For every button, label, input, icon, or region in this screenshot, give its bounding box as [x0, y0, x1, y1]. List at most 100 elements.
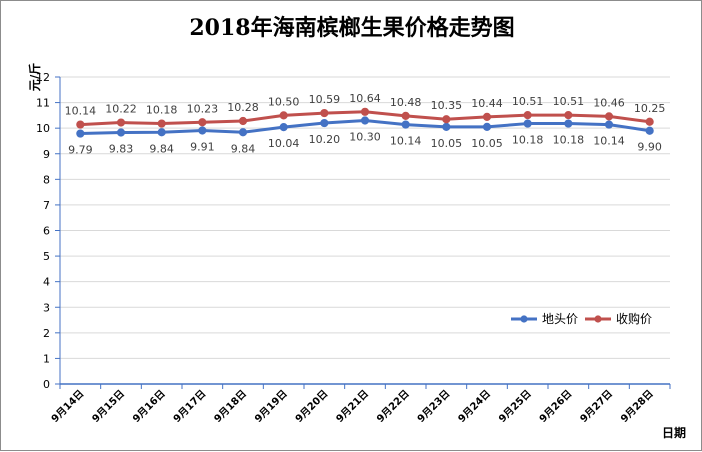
data-point	[482, 112, 492, 122]
data-point	[157, 119, 166, 128]
data-point	[320, 108, 329, 118]
data-point	[238, 116, 248, 126]
x-tick-label: 9月18日	[212, 388, 249, 425]
legend-marker-1	[594, 315, 602, 323]
data-point	[645, 126, 654, 135]
data-label: 10.18	[512, 134, 544, 147]
data-labels: 9.79 9.83 9.84 9.91 9.84 10.04 10.20 10.30 10.14…	[65, 92, 666, 157]
axes	[55, 76, 671, 389]
data-point	[360, 107, 370, 116]
data-point	[198, 126, 207, 135]
data-label: 10.14	[593, 135, 625, 148]
data-point	[401, 111, 410, 120]
data-point	[360, 116, 370, 125]
gridlines	[60, 76, 670, 359]
data-label: 10.25	[634, 102, 666, 115]
x-tick-label: 9月14日	[49, 388, 86, 425]
data-label: 10.22	[105, 103, 137, 116]
series-lines	[76, 107, 654, 138]
data-point	[401, 120, 410, 129]
data-point	[116, 118, 126, 127]
data-label: 10.64	[349, 92, 381, 105]
data-label: 10.59	[309, 93, 341, 106]
y-tick-label: 10	[36, 122, 50, 135]
data-label: 10.18	[146, 104, 178, 117]
data-label: 9.90	[637, 141, 662, 154]
data-point	[564, 111, 573, 120]
data-point	[198, 118, 207, 127]
data-point	[604, 120, 614, 129]
data-point	[76, 129, 85, 138]
y-tick-label: 6	[43, 225, 50, 238]
y-tick-label: 12	[36, 71, 50, 84]
y-tick-label: 11	[36, 97, 50, 110]
x-tick-label: 9月15日	[90, 388, 127, 425]
x-tick-label: 9月16日	[130, 388, 167, 425]
data-point	[645, 117, 654, 126]
data-point	[157, 128, 166, 137]
data-label: 10.18	[553, 134, 585, 147]
data-label: 10.04	[268, 137, 300, 150]
data-label: 10.14	[65, 105, 97, 118]
x-tick-labels: 9月14日 9月15日 9月16日 9月17日 9月18日 9月19日 9月20日 9月21日…	[49, 388, 656, 425]
data-label: 10.46	[593, 96, 625, 109]
data-point	[442, 122, 451, 131]
legend-label-1: 收购价	[616, 311, 652, 326]
data-point	[279, 111, 288, 120]
x-tick-label: 9月26日	[537, 388, 574, 425]
x-tick-label: 9月27日	[578, 388, 615, 425]
legend-marker-0	[520, 315, 528, 323]
x-tick-label: 9月17日	[171, 388, 208, 425]
data-label: 10.50	[268, 95, 300, 108]
data-label: 10.30	[349, 130, 381, 143]
x-tick-label: 9月23日	[415, 388, 452, 425]
y-tick-label: 5	[43, 250, 50, 263]
data-point	[320, 118, 329, 128]
y-tick-label: 0	[43, 378, 50, 391]
legend: 地头价 收购价	[511, 311, 652, 326]
data-point	[279, 123, 288, 132]
chart-title: 2018年海南槟榔生果价格走势图	[189, 15, 514, 41]
data-label: 10.51	[512, 95, 544, 108]
data-label: 10.51	[553, 95, 585, 108]
data-label: 10.20	[309, 133, 341, 146]
y-tick-label: 7	[43, 199, 50, 212]
x-tick-label: 9月24日	[456, 388, 493, 425]
data-point	[116, 128, 126, 137]
data-point	[76, 120, 85, 129]
x-tick-label: 9月25日	[496, 388, 533, 425]
data-label: 10.28	[227, 101, 259, 114]
y-tick-label: 3	[43, 301, 50, 314]
data-label: 9.84	[149, 142, 174, 155]
data-label: 9.83	[109, 143, 134, 156]
x-tick-label: 9月21日	[334, 388, 371, 425]
data-label: 10.05	[431, 137, 463, 150]
data-point	[442, 115, 451, 124]
y-axis-title: 元/斤	[27, 63, 42, 91]
x-tick-label: 9月19日	[252, 388, 289, 425]
data-point	[523, 111, 532, 120]
data-label: 10.14	[390, 135, 422, 148]
data-label: 10.48	[390, 96, 422, 109]
y-tick-label: 9	[43, 148, 50, 161]
data-label: 9.91	[190, 140, 215, 153]
data-point	[604, 112, 614, 121]
x-tick-label: 9月22日	[374, 388, 411, 425]
x-tick-label: 9月28日	[618, 388, 655, 425]
x-tick-label: 9月20日	[293, 388, 330, 425]
data-label: 9.84	[231, 142, 256, 155]
y-tick-label: 4	[43, 276, 50, 289]
data-point	[564, 119, 573, 128]
y-tick-label: 8	[43, 173, 50, 186]
y-tick-label: 1	[43, 352, 50, 365]
data-label: 10.05	[471, 137, 503, 150]
y-tick-label: 2	[43, 327, 50, 340]
data-label: 10.35	[431, 99, 463, 112]
data-point	[238, 128, 248, 137]
data-label: 10.23	[187, 102, 219, 115]
data-point	[482, 122, 492, 131]
data-label: 10.44	[471, 97, 503, 110]
